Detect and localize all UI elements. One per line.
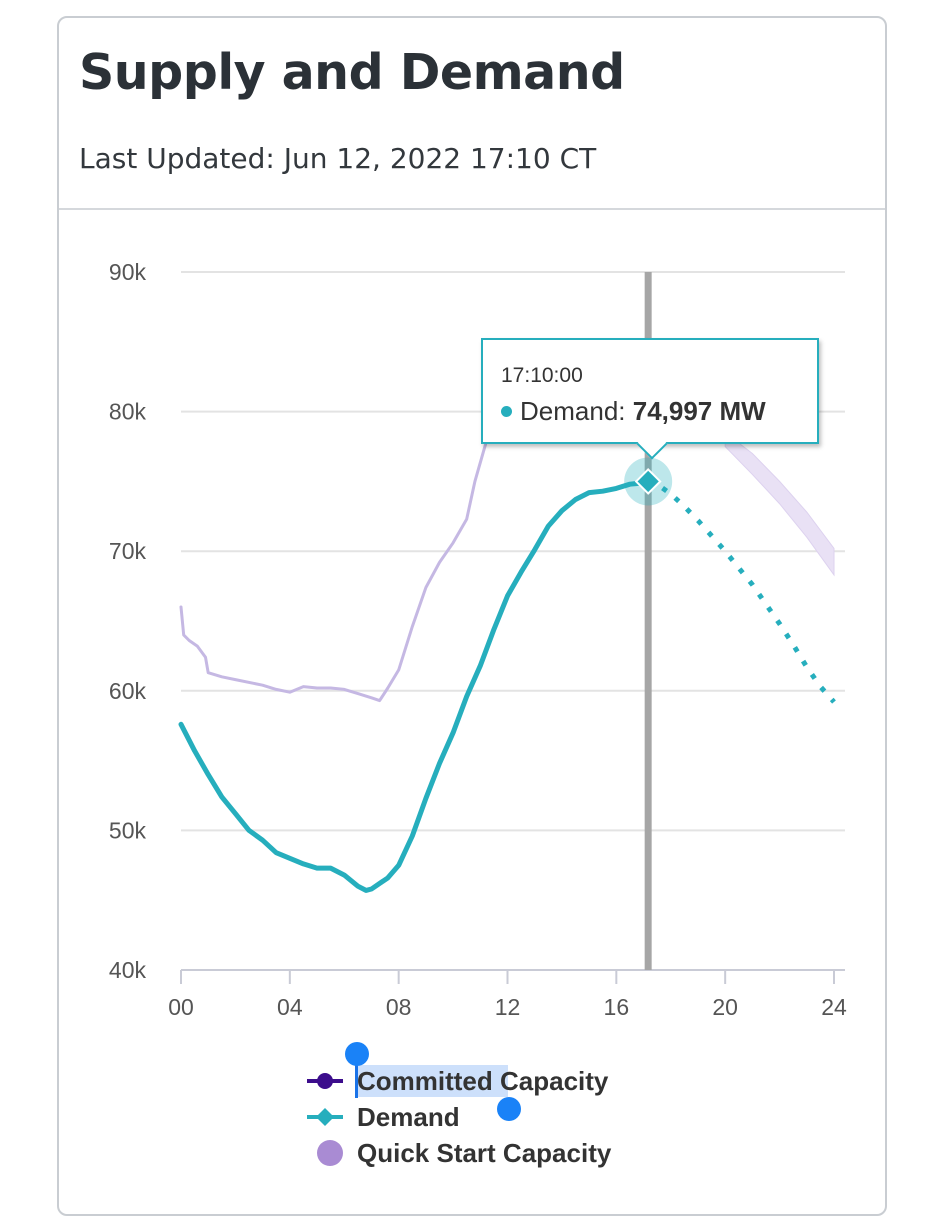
circle-line-icon: [307, 1073, 343, 1089]
legend-item-committed-capacity[interactable]: Committed Capacity: [300, 1064, 660, 1098]
legend-item-demand[interactable]: Demand: [300, 1102, 660, 1132]
x-tick-label: 16: [604, 994, 630, 1020]
demand-series-dotted: [647, 479, 836, 704]
legend-label-committed-capacity: Committed Capacity: [357, 1066, 609, 1096]
supply-demand-card: Supply and Demand Last Updated: Jun 12, …: [57, 16, 887, 1216]
y-tick-label: 60k: [109, 678, 147, 704]
y-tick-label: 50k: [109, 817, 147, 843]
quick-start-capacity-series-band: [724, 431, 835, 577]
tooltip-demand-line: Demand: 74,997 MW: [501, 396, 766, 427]
diamond-line-icon: [307, 1108, 343, 1126]
x-tick-label: 08: [386, 994, 412, 1020]
page-title: Supply and Demand: [79, 44, 625, 101]
quick-start-capacity-series-solid: [179, 429, 496, 703]
tooltip-series-label: Demand:: [520, 396, 626, 426]
chart-tooltip: 17:10:00 Demand: 74,997 MW: [481, 338, 819, 444]
last-updated-text: Last Updated: Jun 12, 2022 17:10 CT: [79, 142, 597, 175]
legend-label-quick-start-capacity: Quick Start Capacity: [357, 1138, 612, 1168]
y-tick-label: 40k: [109, 957, 147, 983]
tooltip-value: 74,997 MW: [632, 396, 766, 426]
x-tick-label: 12: [495, 994, 521, 1020]
demand-series-solid: [178, 478, 651, 893]
selection-start-handle[interactable]: [345, 1042, 369, 1066]
x-tick-label: 00: [168, 994, 194, 1020]
demand-dot-icon: [501, 405, 512, 417]
highlight-point: [634, 468, 662, 495]
legend-label-demand: Demand: [357, 1102, 460, 1132]
selection-end-handle[interactable]: [497, 1097, 521, 1121]
y-tick-label: 70k: [109, 538, 147, 564]
x-tick-label: 20: [712, 994, 738, 1020]
card-header: Supply and Demand Last Updated: Jun 12, …: [59, 18, 885, 210]
circle-icon: [317, 1140, 343, 1166]
tooltip-time: 17:10:00: [501, 364, 583, 387]
supply-demand-chart[interactable]: 40k 50k 60k 70k 80k 90k 00 04 08 12 16 20 24: [0, 0, 946, 1186]
legend-item-quick-start-capacity[interactable]: Quick Start Capacity: [300, 1138, 660, 1168]
selection-caret: [355, 1064, 358, 1098]
y-tick-label: 90k: [109, 259, 147, 285]
x-tick-label: 04: [277, 994, 303, 1020]
x-tick-label: 24: [821, 994, 847, 1020]
text-selection-highlight: [356, 1065, 508, 1097]
y-tick-label: 80k: [109, 399, 147, 425]
